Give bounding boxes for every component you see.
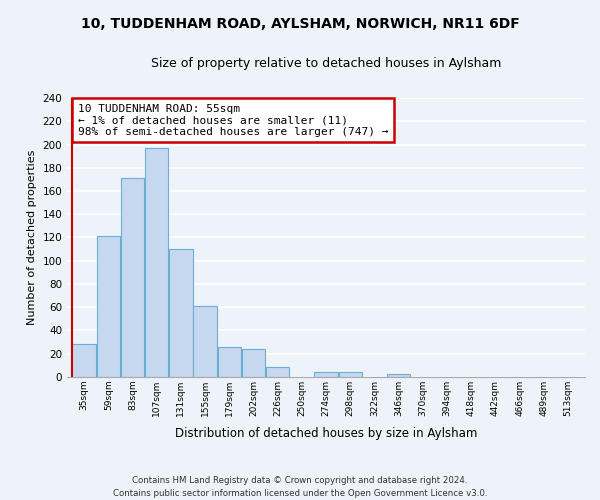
Bar: [73, 344, 96, 376]
Bar: [121, 178, 144, 376]
Bar: [314, 372, 338, 376]
Title: Size of property relative to detached houses in Aylsham: Size of property relative to detached ho…: [151, 58, 501, 70]
Bar: [218, 346, 241, 376]
Bar: [169, 249, 193, 376]
Text: Contains HM Land Registry data © Crown copyright and database right 2024.
Contai: Contains HM Land Registry data © Crown c…: [113, 476, 487, 498]
Text: 10 TUDDENHAM ROAD: 55sqm
← 1% of detached houses are smaller (11)
98% of semi-de: 10 TUDDENHAM ROAD: 55sqm ← 1% of detache…: [77, 104, 388, 137]
Bar: [266, 368, 289, 376]
Bar: [338, 372, 362, 376]
Text: 10, TUDDENHAM ROAD, AYLSHAM, NORWICH, NR11 6DF: 10, TUDDENHAM ROAD, AYLSHAM, NORWICH, NR…: [80, 18, 520, 32]
Y-axis label: Number of detached properties: Number of detached properties: [27, 150, 37, 325]
Bar: [145, 148, 169, 376]
Bar: [193, 306, 217, 376]
Bar: [97, 236, 120, 376]
Bar: [387, 374, 410, 376]
X-axis label: Distribution of detached houses by size in Aylsham: Distribution of detached houses by size …: [175, 427, 477, 440]
Bar: [242, 349, 265, 376]
